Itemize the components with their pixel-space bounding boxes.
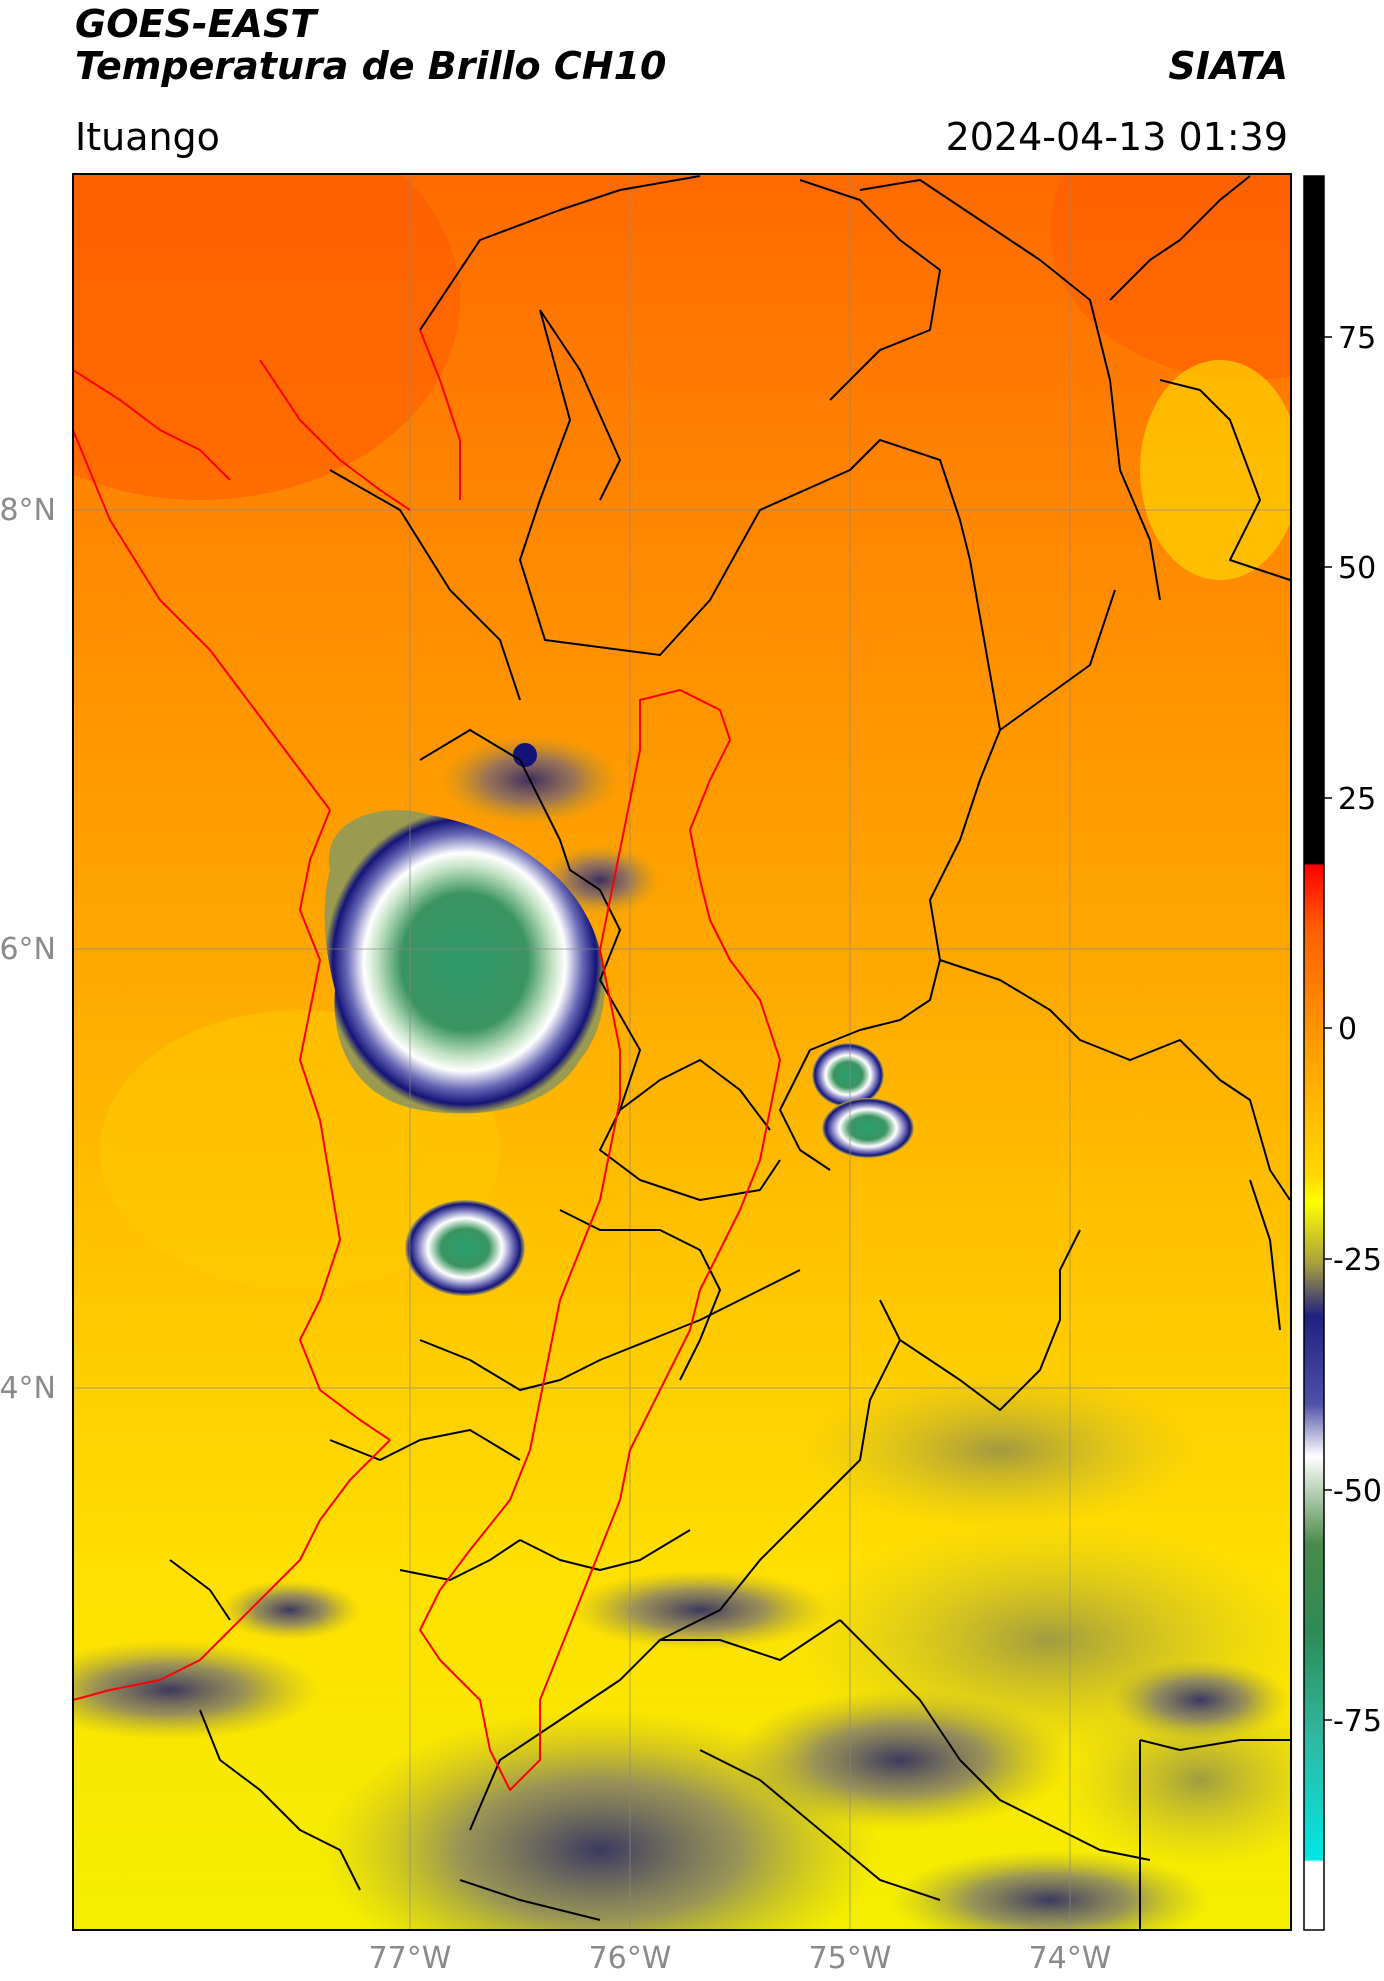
basin-boundary (419, 689, 781, 1791)
colorbar-tick-75: 75 (1338, 321, 1376, 356)
region-label: Ituango (75, 115, 220, 159)
product-title: Temperatura de Brillo CH10 (75, 44, 667, 88)
lon-label-74W: 74°W (1029, 1941, 1112, 1976)
lat-label-4N: 4°N (0, 1371, 56, 1406)
colorbar-scale (1303, 175, 1325, 1931)
colorbar: 75 50 25 0 -25 -50 -75 (1303, 175, 1382, 1931)
lat-label-8N: 8°N (0, 493, 56, 528)
brightness-temperature-field (73, 174, 1291, 1930)
lon-label-76W: 76°W (589, 1941, 672, 1976)
colorbar-tick-minus50: -50 (1333, 1474, 1382, 1509)
colorbar-tick-minus25: -25 (1333, 1243, 1382, 1278)
satellite-title: GOES-EAST (75, 2, 317, 46)
colorbar-tick-50: 50 (1338, 551, 1376, 586)
lon-label-77W: 77°W (369, 1941, 452, 1976)
lat-label-6N: 6°N (0, 932, 56, 967)
lon-label-75W: 75°W (809, 1941, 892, 1976)
coastline (73, 329, 461, 1701)
organization-label: SIATA (1168, 44, 1288, 88)
colorbar-tick-minus75: -75 (1333, 1704, 1382, 1739)
datetime-label: 2024-04-13 01:39 (945, 115, 1288, 159)
colorbar-tick-25: 25 (1338, 782, 1376, 817)
graticule (73, 174, 1291, 1930)
colorbar-tick-0: 0 (1338, 1012, 1357, 1047)
map-frame (72, 173, 1292, 1931)
